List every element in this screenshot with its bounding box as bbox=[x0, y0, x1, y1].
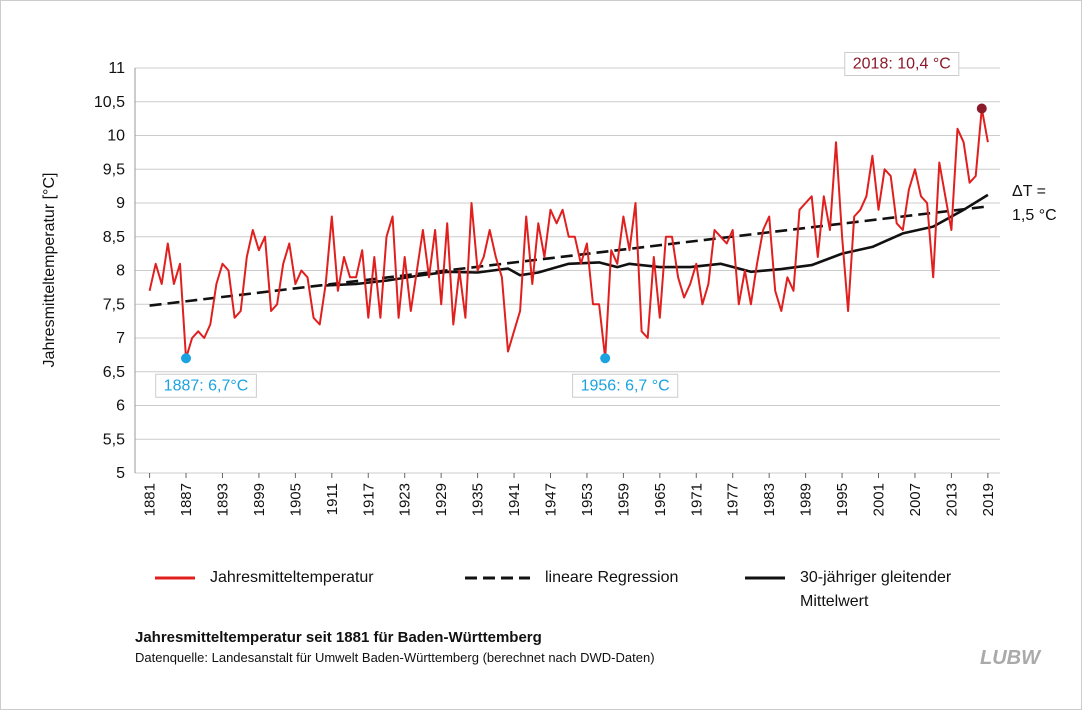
x-tick-label: 2007 bbox=[907, 483, 924, 516]
delta-label: ΔT = bbox=[1012, 183, 1046, 200]
annotation-marker bbox=[976, 103, 987, 114]
x-tick-label: 1923 bbox=[397, 483, 414, 516]
x-tick-label: 1911 bbox=[324, 483, 341, 515]
annotation-marker bbox=[600, 353, 611, 364]
series-line bbox=[149, 205, 989, 307]
annotation: 2018: 10,4 °C bbox=[844, 52, 960, 76]
x-tick-label: 1971 bbox=[688, 483, 705, 516]
y-tick-label: 10 bbox=[107, 128, 125, 145]
x-tick-label: 1935 bbox=[470, 483, 487, 516]
logo: LUBW bbox=[980, 647, 1042, 669]
y-tick-label: 7,5 bbox=[103, 296, 125, 313]
x-tick-label: 2013 bbox=[943, 483, 960, 516]
x-tick-label: 2019 bbox=[980, 483, 997, 516]
annotation: 1887: 6,7°C bbox=[155, 373, 257, 398]
x-tick-label: 1995 bbox=[834, 483, 851, 516]
y-tick-label: 5 bbox=[116, 465, 125, 482]
series-line bbox=[325, 193, 989, 287]
y-tick-label: 9 bbox=[116, 195, 125, 212]
x-tick-label: 1917 bbox=[360, 483, 377, 516]
y-tick-label: 5,5 bbox=[103, 431, 125, 448]
y-tick-label: 7 bbox=[116, 330, 125, 347]
x-tick-label: 1905 bbox=[287, 483, 304, 516]
x-tick-label: 1899 bbox=[251, 483, 268, 516]
x-tick-label: 1989 bbox=[798, 483, 815, 516]
x-tick-label: 1929 bbox=[433, 483, 450, 516]
y-tick-label: 9,5 bbox=[103, 161, 125, 178]
chart-title: Jahresmitteltemperatur seit 1881 für Bad… bbox=[135, 629, 542, 646]
x-tick-label: 1977 bbox=[725, 483, 742, 516]
x-tick-label: 1893 bbox=[214, 483, 231, 516]
y-tick-label: 11 bbox=[108, 60, 125, 77]
annotation-marker bbox=[181, 353, 192, 364]
x-tick-label: 1983 bbox=[761, 483, 778, 516]
y-tick-label: 10,5 bbox=[94, 94, 125, 111]
x-tick-label: 1959 bbox=[615, 483, 632, 516]
x-tick-label: 1953 bbox=[579, 483, 596, 516]
y-tick-label: 8 bbox=[116, 263, 125, 280]
delta-label: 1,5 °C bbox=[1012, 207, 1057, 224]
annotation-label: 2018: 10,4 °C bbox=[853, 56, 951, 73]
annotation-label: 1887: 6,7°C bbox=[164, 377, 249, 394]
y-tick-label: 6 bbox=[116, 398, 125, 415]
y-tick-label: 6,5 bbox=[103, 364, 125, 381]
x-tick-label: 1887 bbox=[178, 483, 195, 516]
annotation-label: 1956: 6,7 °C bbox=[581, 377, 670, 394]
x-tick-label: 1947 bbox=[542, 483, 559, 516]
legend-label: Jahresmitteltemperatur bbox=[210, 569, 374, 586]
annotation-box bbox=[155, 373, 257, 398]
legend-label: lineare Regression bbox=[545, 569, 679, 586]
x-tick-label: 1965 bbox=[652, 483, 669, 516]
x-tick-label: 1941 bbox=[506, 483, 523, 516]
x-tick-label: 2001 bbox=[871, 483, 888, 516]
legend-label: 30-jähriger gleitender Mittelwert bbox=[800, 569, 952, 610]
series-line bbox=[148, 107, 989, 360]
annotation-box bbox=[844, 52, 960, 76]
y-tick-label: 8,5 bbox=[103, 229, 125, 246]
annotation: 1956: 6,7 °C bbox=[572, 373, 679, 398]
x-tick-label: 1881 bbox=[142, 483, 159, 516]
chart-subtitle: Datenquelle: Landesanstalt für Umwelt Ba… bbox=[135, 650, 655, 665]
y-axis-label: Jahresmitteltemperatur [°C] bbox=[41, 173, 58, 368]
annotation-box bbox=[572, 373, 679, 398]
